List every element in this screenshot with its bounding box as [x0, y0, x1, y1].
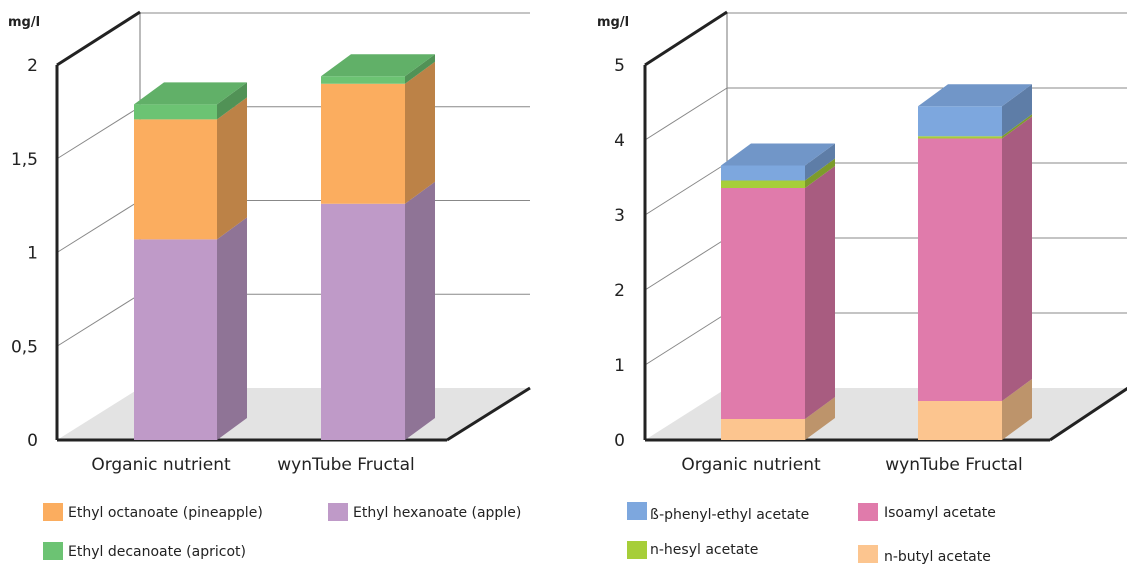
bar-front-face: [721, 188, 805, 419]
bar-side-face: [405, 61, 435, 204]
bar-segment: [721, 143, 835, 181]
left-chart: mg/l 0 0,5 1 1,5 2 Organic nutrient wynTube F…: [8, 10, 531, 475]
bar-segment: [134, 82, 247, 120]
legend-label-n-butyl-acetate: n-butyl acetate: [884, 549, 991, 565]
category-label: Organic nutrient: [91, 455, 231, 475]
bar-front-face: [918, 136, 1002, 139]
right-chart: mg/l 0 1 2 3 4 5 Organic nutrient wynTube Fruc…: [597, 10, 1127, 475]
y-tick-label: 2: [614, 281, 625, 301]
bar-segment: [321, 54, 435, 84]
bar-side-face: [805, 143, 835, 181]
bar-front-face: [321, 76, 405, 84]
legend-swatch-n-butyl-acetate: [858, 545, 878, 563]
category-label: wynTube Fructal: [885, 455, 1022, 475]
bar-top-face: [134, 82, 247, 105]
gridline-side: [644, 312, 728, 366]
legend-label-n-hesyl-acetate: n-hesyl acetate: [650, 542, 758, 558]
gridline-side: [644, 87, 728, 141]
y-tick-label: 5: [614, 56, 625, 76]
y-tick-label: 0: [614, 431, 625, 451]
bar-side-face: [405, 181, 435, 440]
legend-label-isoamyl-acetate: Isoamyl acetate: [884, 505, 996, 521]
bar-side-face: [805, 158, 835, 188]
legend-swatch-n-hesyl-acetate: [627, 541, 647, 559]
left-unit-label: mg/l: [8, 15, 40, 30]
y-tick-label: 1,5: [11, 150, 38, 170]
bar-top-face: [918, 84, 1032, 107]
y-tick-label: 2: [27, 56, 38, 76]
legend-label-ethyl-decanoate: Ethyl decanoate (apricot): [68, 544, 246, 560]
bar-front-face: [321, 83, 405, 204]
bar-side-face: [805, 166, 835, 419]
bar-top-face: [721, 143, 835, 166]
bar-side-face: [217, 82, 247, 120]
bar-side-face: [1002, 116, 1032, 401]
right-unit-label: mg/l: [597, 15, 629, 30]
bar-segment: [134, 97, 247, 240]
legend-swatch-ethyl-decanoate: [43, 542, 63, 560]
legend-swatch-isoamyl-acetate: [858, 503, 878, 521]
legend-label-ethyl-hexanoate: Ethyl hexanoate (apple): [353, 505, 521, 521]
left-floor-right-edge: [446, 386, 531, 442]
legend-swatch-phenyl-ethyl-acetate: [627, 502, 647, 520]
y-tick-label: 4: [614, 131, 625, 151]
bar-segment: [918, 116, 1032, 401]
legend-swatch-ethyl-hexanoate: [328, 503, 348, 521]
y-tick-label: 0: [27, 431, 38, 451]
bar-top-face: [321, 54, 435, 77]
gridline-side: [56, 200, 141, 253]
bar-front-face: [134, 239, 217, 440]
right-top-diagonal: [644, 10, 728, 67]
bar-side-face: [805, 397, 835, 440]
gridline-side: [56, 106, 141, 160]
bar-front-face: [918, 106, 1002, 137]
category-label: Organic nutrient: [681, 455, 821, 475]
right-floor-right-edge: [1049, 386, 1127, 442]
y-tick-label: 1: [27, 244, 38, 264]
bar-side-face: [1002, 379, 1032, 440]
right-floor: [645, 388, 1127, 440]
bar-segment: [321, 181, 435, 440]
y-tick-label: 1: [614, 356, 625, 376]
bar-segment: [321, 61, 435, 204]
bar-front-face: [721, 165, 805, 181]
bar-side-face: [217, 97, 247, 240]
bar-front-face: [721, 419, 805, 440]
bar-segment: [918, 379, 1032, 440]
legend-label-ethyl-octanoate: Ethyl octanoate (pineapple): [68, 505, 263, 521]
bar-segment: [721, 397, 835, 440]
bar-segment: [918, 84, 1032, 137]
bar-front-face: [321, 203, 405, 440]
y-tick-label: 3: [614, 206, 625, 226]
left-legend: Ethyl octanoate (pineapple) Ethyl hexano…: [43, 503, 521, 560]
left-top-diagonal: [56, 10, 141, 67]
bar-side-face: [405, 54, 435, 84]
bar-front-face: [918, 138, 1002, 401]
bar-side-face: [1002, 114, 1032, 139]
bar-segment: [721, 166, 835, 419]
y-tick-label: 0,5: [11, 337, 38, 357]
gridline-side: [644, 237, 728, 291]
bar-side-face: [217, 217, 247, 440]
bar-segment: [134, 217, 247, 440]
legend-swatch-ethyl-octanoate: [43, 503, 63, 521]
legend-label-phenyl-ethyl-acetate: ß-phenyl-ethyl acetate: [650, 507, 809, 523]
bar-front-face: [134, 104, 217, 120]
bar-segment: [721, 158, 835, 188]
bar-front-face: [918, 401, 1002, 440]
bar-front-face: [721, 180, 805, 188]
bar-side-face: [1002, 84, 1032, 137]
bar-segment: [918, 114, 1032, 139]
gridline-side: [644, 162, 728, 216]
gridline-side: [56, 293, 141, 347]
bar-front-face: [134, 119, 217, 240]
right-legend: ß-phenyl-ethyl acetate Isoamyl acetate n…: [627, 502, 996, 565]
category-label: wynTube Fructal: [277, 455, 414, 475]
